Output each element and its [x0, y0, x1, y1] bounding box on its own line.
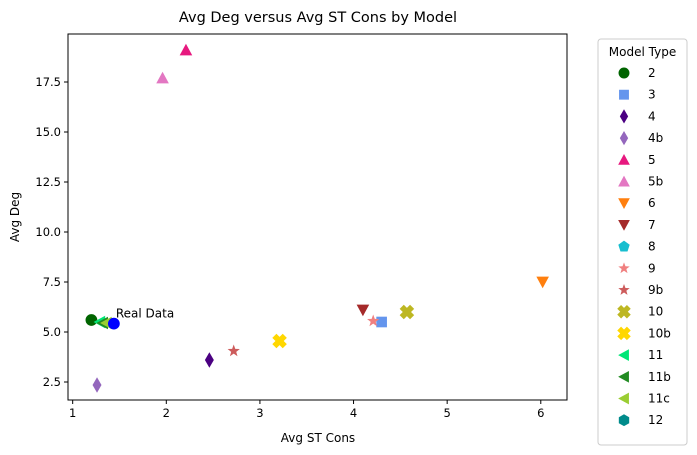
legend-item-4: 4: [619, 109, 656, 124]
legend-marker-5: [618, 153, 630, 165]
y-tick-label: 17.5: [35, 75, 61, 89]
legend-label: 4b: [648, 131, 663, 145]
legend-label: 2: [648, 66, 656, 80]
data-point-7: [356, 304, 370, 317]
legend-label: 11c: [648, 392, 670, 406]
data-point-5: [179, 43, 193, 56]
legend-marker-11c: [618, 392, 629, 405]
real-data-point: [107, 317, 120, 330]
legend-label: 6: [648, 196, 656, 210]
legend-item-10: 10: [617, 305, 663, 319]
legend-label: 9: [648, 261, 656, 275]
legend-item-7: 7: [618, 218, 656, 232]
data-point-9: [367, 314, 380, 327]
legend-item-9b: 9b: [618, 283, 663, 297]
legend-label: 4: [648, 109, 656, 123]
x-tick-label: 6: [537, 406, 544, 420]
legend-item-8: 8: [618, 240, 656, 254]
legend-item-11: 11: [618, 348, 663, 362]
x-tick-label: 1: [69, 406, 76, 420]
legend-item-11b: 11b: [618, 370, 671, 384]
legend-marker-11: [618, 349, 629, 361]
legend-marker-3: [619, 89, 629, 100]
x-axis-label: Avg ST Cons: [281, 431, 355, 445]
data-point-3: [376, 316, 387, 328]
legend-marker-2: [618, 67, 630, 79]
legend-item-5b: 5b: [618, 175, 663, 189]
y-axis-label: Avg Deg: [8, 192, 22, 242]
legend-marker-10b: [617, 326, 631, 341]
legend-label: 3: [648, 88, 656, 102]
legend-item-10b: 10b: [617, 326, 671, 340]
legend-marker-10: [617, 304, 631, 319]
legend-item-2: 2: [618, 66, 656, 80]
legend-marker-12: [618, 414, 630, 427]
y-tick-label: 2.5: [43, 375, 61, 389]
x-axis: 1 2 3 4 5 6: [69, 400, 544, 420]
legend-item-12: 12: [618, 413, 663, 427]
legend-item-9: 9: [618, 261, 656, 275]
legend-marker-4b: [619, 130, 629, 146]
legend-marker-9: [618, 262, 630, 274]
legend-item-3: 3: [619, 88, 656, 102]
data-point-9b: [227, 344, 240, 357]
data-point-4b: [92, 377, 102, 393]
data-point-6: [536, 276, 549, 289]
x-tick-label: 5: [444, 406, 451, 420]
legend-label: 7: [648, 218, 656, 232]
legend-label: 8: [648, 240, 656, 254]
y-axis: 2.5 5.0 7.5 10.0 12.5 15.0 17.5: [35, 75, 68, 389]
legend: Model Type 2 3 4 4b 5 5b 6 7 8 9 9b 10 10b 11 11b 11c 12: [597, 38, 688, 446]
legend-box: [597, 38, 688, 446]
y-tick-label: 5.0: [43, 325, 61, 339]
plot-area: Real Data: [85, 43, 549, 393]
legend-item-5: 5: [618, 153, 656, 167]
legend-label: 10b: [648, 326, 671, 340]
legend-marker-5b: [618, 175, 630, 187]
data-point-5b: [156, 71, 169, 84]
legend-marker-7: [618, 219, 630, 231]
real-data-label: Real Data: [116, 307, 174, 321]
legend-item-11c: 11c: [618, 392, 670, 406]
legend-marker-6: [618, 198, 630, 210]
x-tick-label: 2: [163, 406, 170, 420]
x-tick-label: 4: [350, 406, 357, 420]
y-tick-label: 10.0: [35, 225, 61, 239]
legend-marker-9b: [618, 284, 630, 295]
legend-marker-4: [619, 109, 629, 124]
legend-title: Model Type: [609, 45, 676, 59]
legend-item-4b: 4b: [619, 130, 663, 146]
data-point-4: [204, 352, 214, 368]
y-tick-label: 12.5: [35, 175, 61, 189]
axes-frame: [67, 33, 568, 401]
legend-marker-11b: [618, 370, 629, 383]
legend-label: 5b: [648, 175, 663, 189]
legend-item-6: 6: [618, 196, 656, 210]
data-point-10: [399, 304, 415, 320]
legend-label: 11: [648, 348, 663, 362]
data-point-10b: [272, 333, 287, 349]
y-tick-label: 7.5: [43, 275, 61, 289]
x-tick-label: 3: [256, 406, 263, 420]
chart-title: Avg Deg versus Avg ST Cons by Model: [179, 10, 457, 26]
legend-label: 10: [648, 305, 663, 319]
legend-label: 5: [648, 153, 656, 167]
legend-label: 11b: [648, 370, 671, 384]
legend-marker-8: [618, 240, 630, 252]
legend-label: 9b: [648, 283, 663, 297]
y-tick-label: 15.0: [35, 125, 61, 139]
data-point-2: [85, 314, 98, 326]
legend-label: 12: [648, 413, 663, 427]
